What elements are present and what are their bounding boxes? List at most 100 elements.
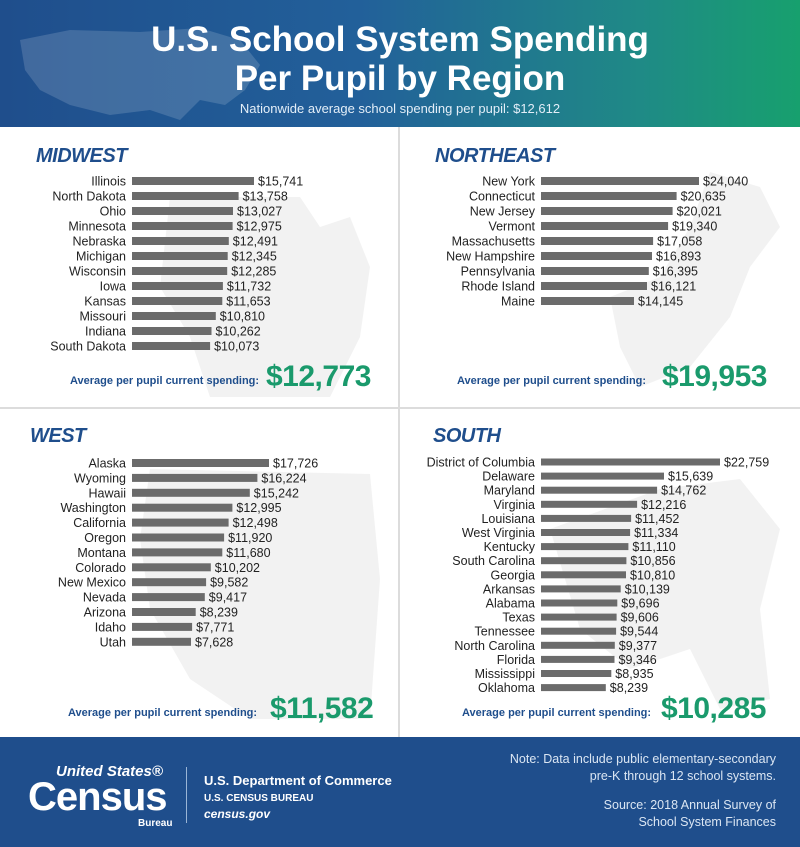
south-category-district-of-columbia: District of Columbia <box>427 456 535 470</box>
south-category-texas: Texas <box>502 611 535 625</box>
midwest-value-label-minnesota: $12,975 <box>237 220 282 234</box>
south-category-georgia: Georgia <box>491 568 536 582</box>
west-value-label-oregon: $11,920 <box>228 531 272 545</box>
south-category-virginia: Virginia <box>494 498 536 512</box>
midwest-bar-missouri <box>132 312 216 320</box>
northeast-category-massachusetts: Massachusetts <box>452 235 535 249</box>
northeast-category-new-hampshire: New Hampshire <box>446 250 535 264</box>
west-bar-alaska <box>132 459 269 467</box>
south-category-oklahoma: Oklahoma <box>478 681 535 695</box>
midwest-value-label-missouri: $10,810 <box>220 310 265 324</box>
south-bar-north-carolina <box>541 641 615 649</box>
region-title-south: SOUTH <box>433 425 501 447</box>
south-bar-virginia <box>541 500 638 508</box>
south-bar-delaware <box>541 472 664 480</box>
west-category-idaho: Idaho <box>95 620 126 634</box>
midwest-value-label-iowa: $11,732 <box>227 280 271 294</box>
south-value-label-arkansas: $10,139 <box>625 582 670 596</box>
midwest-value-label-indiana: $10,262 <box>216 325 261 339</box>
west-value-label-nevada: $9,417 <box>209 591 247 605</box>
northeast-category-vermont: Vermont <box>488 220 535 234</box>
region-title-midwest: MIDWEST <box>36 145 127 167</box>
midwest-average-label: Average per pupil current spending: <box>70 375 260 387</box>
west-value-label-alaska: $17,726 <box>273 457 318 471</box>
northeast-value-label-new-hampshire: $16,893 <box>656 250 701 264</box>
northeast-bar-maine <box>541 297 634 305</box>
west-value-label-colorado: $10,202 <box>215 561 260 575</box>
south-category-tennessee: Tennessee <box>475 625 536 639</box>
midwest-value-label-nebraska: $12,491 <box>233 235 278 249</box>
northeast-bar-pennsylvania <box>541 267 649 275</box>
south-value-label-west-virginia: $11,334 <box>634 526 678 540</box>
footer: United States® Census Bureau U.S. Depart… <box>0 737 800 847</box>
south-value-label-delaware: $15,639 <box>668 470 713 484</box>
northeast-value-label-vermont: $19,340 <box>672 220 717 234</box>
south-category-north-carolina: North Carolina <box>454 639 535 653</box>
west-value-label-utah: $7,628 <box>195 635 233 649</box>
west-bar-new-mexico <box>132 578 207 587</box>
panel-northeast: NORTHEAST New York $24,040 Connecticut $20,… <box>400 127 800 407</box>
northeast-value-label-connecticut: $20,635 <box>681 190 726 204</box>
census-bureau-logo[interactable]: United States® Census Bureau <box>28 763 178 829</box>
title-line-1: U.S. School System Spending <box>151 20 649 59</box>
panel-west: WEST Alaska $17,726 Wyoming $16,224 Hawaii $1… <box>0 409 398 737</box>
note-line-1: Note: Data include public elementary-sec… <box>509 752 776 766</box>
midwest-category-ohio: Ohio <box>100 205 126 219</box>
west-value-label-washington: $12,995 <box>236 501 281 515</box>
west-bar-california <box>132 518 229 527</box>
west-map-icon <box>140 469 380 719</box>
south-value-label-georgia: $10,810 <box>630 568 675 582</box>
northeast-bar-massachusetts <box>541 237 654 245</box>
midwest-bar-wisconsin <box>132 267 228 275</box>
south-value-label-mississippi: $8,935 <box>615 667 653 681</box>
midwest-average-value: $12,773 <box>266 360 371 393</box>
northeast-average-value: $19,953 <box>662 360 767 393</box>
south-value-label-oklahoma: $8,239 <box>610 681 648 695</box>
header-banner: U.S. School System Spending Per Pupil by… <box>0 0 800 127</box>
south-category-maryland: Maryland <box>484 484 535 498</box>
west-category-colorado: Colorado <box>75 561 126 575</box>
west-value-label-wyoming: $16,224 <box>261 471 306 485</box>
south-value-label-north-carolina: $9,377 <box>619 639 657 653</box>
midwest-category-illinois: Illinois <box>91 175 126 189</box>
northeast-bar-connecticut <box>541 192 677 200</box>
west-value-label-idaho: $7,771 <box>196 620 234 634</box>
midwest-category-kansas: Kansas <box>84 295 126 309</box>
northeast-value-label-rhode-island: $16,121 <box>651 280 696 294</box>
midwest-bar-illinois <box>132 177 254 185</box>
midwest-category-nebraska: Nebraska <box>73 235 127 249</box>
midwest-value-label-wisconsin: $12,285 <box>231 265 276 279</box>
footer-divider <box>186 767 187 823</box>
south-value-label-virginia: $12,216 <box>641 498 686 512</box>
west-value-label-arizona: $8,239 <box>200 606 238 620</box>
south-bar-arkansas <box>541 585 621 593</box>
midwest-bar-nebraska <box>132 237 229 245</box>
south-bar-georgia <box>541 571 626 579</box>
south-value-label-maryland: $14,762 <box>661 484 706 498</box>
west-value-label-hawaii: $15,242 <box>254 486 299 500</box>
west-value-label-new-mexico: $9,582 <box>210 576 248 590</box>
midwest-value-label-illinois: $15,741 <box>258 175 303 189</box>
west-category-alaska: Alaska <box>88 457 126 471</box>
south-bar-tennessee <box>541 627 617 635</box>
west-category-new-mexico: New Mexico <box>58 576 126 590</box>
south-bar-west-virginia <box>541 529 631 536</box>
west-bar-nevada <box>132 593 205 602</box>
west-value-label-montana: $11,680 <box>226 546 270 560</box>
south-category-mississippi: Mississippi <box>475 667 535 681</box>
west-bar-hawaii <box>132 488 250 497</box>
website-link[interactable]: census.gov <box>204 807 271 821</box>
midwest-value-label-ohio: $13,027 <box>237 205 282 219</box>
midwest-bar-kansas <box>132 297 223 305</box>
page-title: U.S. School System Spending Per Pupil by… <box>0 20 800 98</box>
south-category-delaware: Delaware <box>482 470 535 484</box>
northeast-category-new-jersey: New Jersey <box>470 205 536 219</box>
south-average-label: Average per pupil current spending: <box>462 707 652 719</box>
northeast-bar-chart: New York $24,040 Connecticut $20,635 New Jer… <box>446 175 748 309</box>
midwest-category-south-dakota: South Dakota <box>50 340 126 354</box>
west-category-arizona: Arizona <box>84 606 126 620</box>
source-line-2: School System Finances <box>638 815 776 829</box>
west-bar-montana <box>132 548 223 557</box>
west-category-wyoming: Wyoming <box>74 471 126 485</box>
northeast-category-rhode-island: Rhode Island <box>461 280 535 294</box>
